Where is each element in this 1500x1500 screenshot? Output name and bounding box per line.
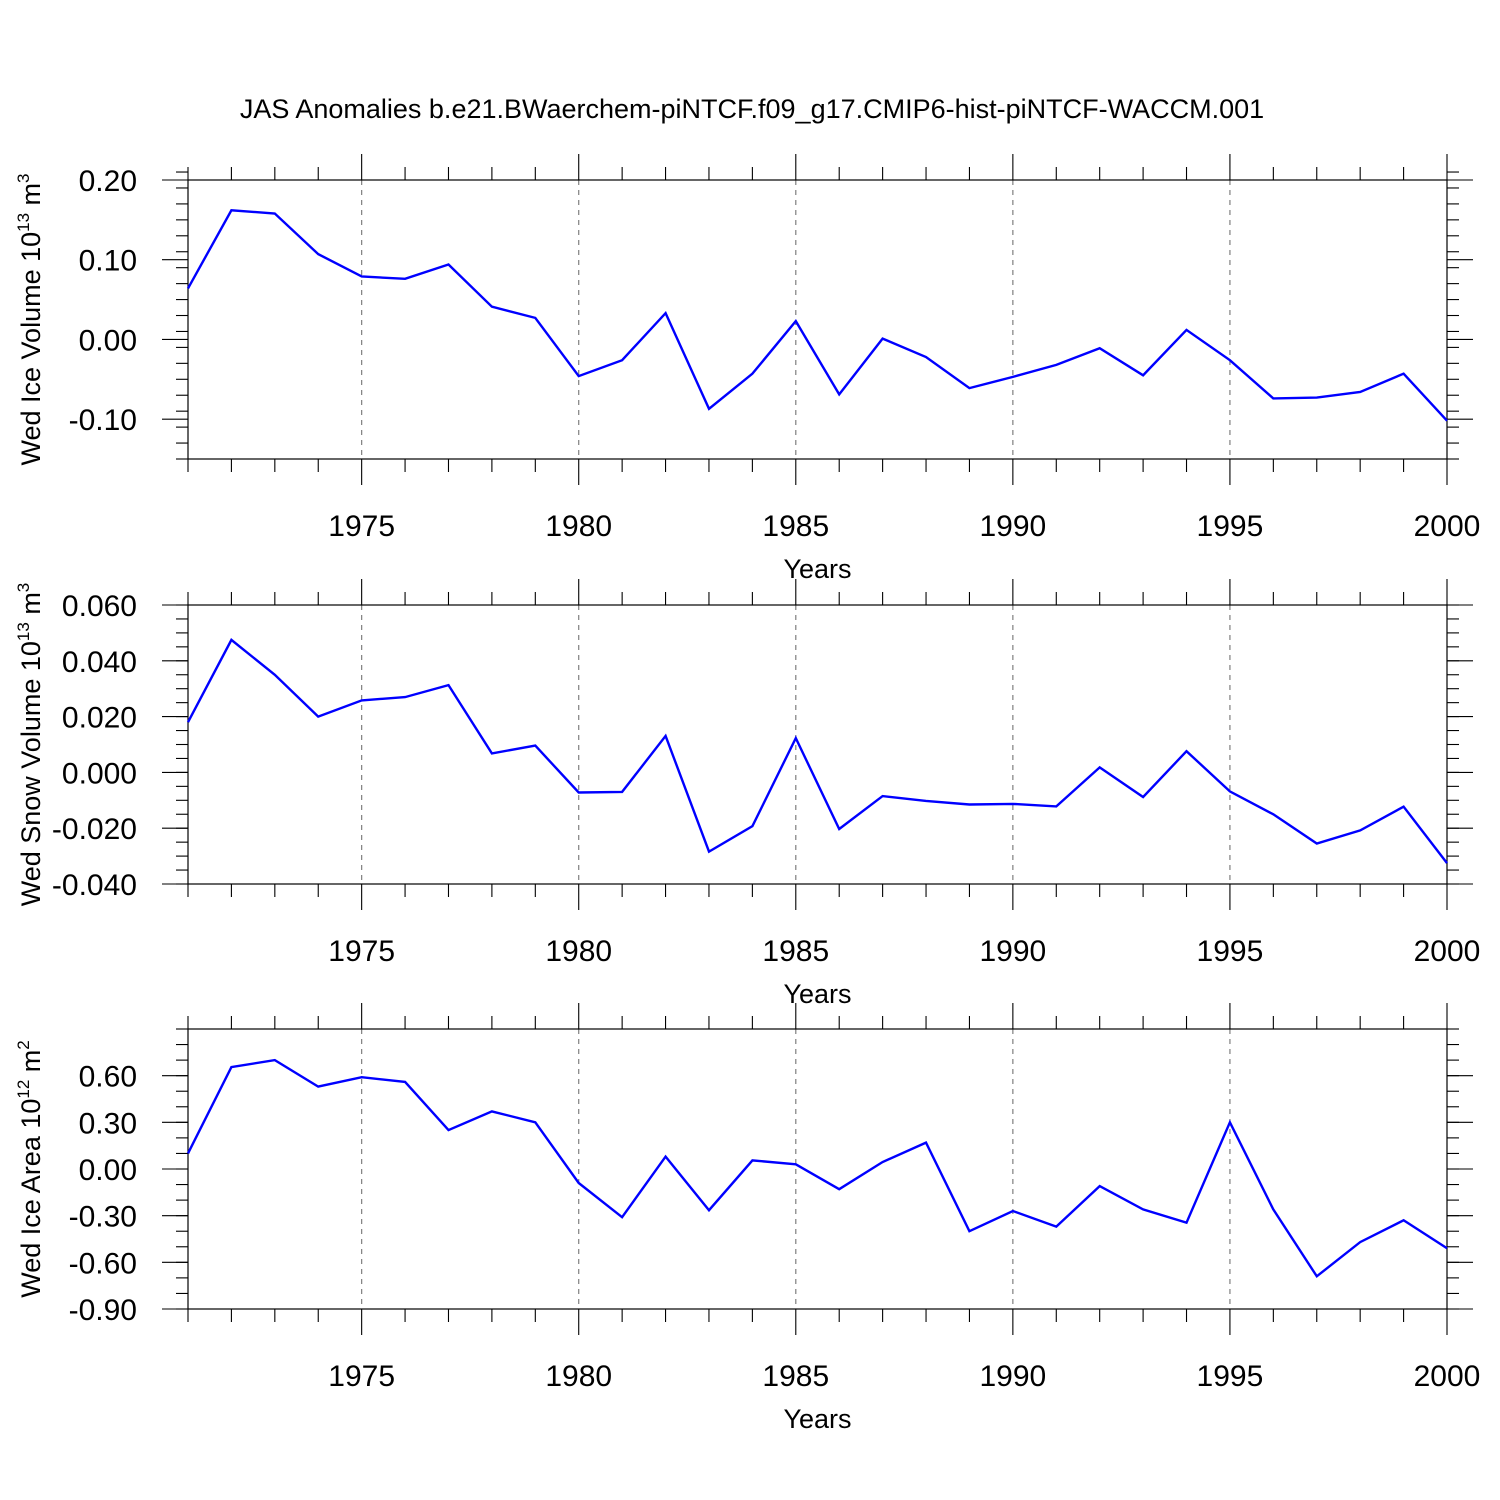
y-tick-label: 0.020 (62, 702, 137, 735)
y-tick-label: 0.20 (79, 165, 137, 198)
x-tick-label: 1980 (545, 1360, 612, 1393)
y-tick-label: -0.020 (52, 813, 137, 846)
y-tick-label: 0.00 (79, 324, 137, 357)
y-tick-label: -0.10 (69, 404, 137, 437)
series-line (186, 1058, 1448, 1279)
plot-frame (187, 1028, 1448, 1310)
x-tick-label: 1975 (328, 1360, 395, 1393)
series-line (186, 638, 1448, 864)
x-tick-label: 1975 (328, 510, 395, 543)
y-tick-label: 0.10 (79, 245, 137, 278)
x-tick-label: 2000 (1414, 1360, 1481, 1393)
y-tick-label: 0.60 (79, 1061, 137, 1094)
x-tick-label: 1995 (1197, 510, 1264, 543)
y-axis-label: Wed Snow Volume 1013 m3 (14, 583, 46, 907)
y-tick-label: 0.00 (79, 1154, 137, 1187)
x-tick-label: 1980 (545, 935, 612, 968)
x-tick-label: 1995 (1197, 1360, 1264, 1393)
plot-frame (187, 179, 1448, 460)
x-tick-label: 1990 (979, 935, 1046, 968)
chart-title: JAS Anomalies b.e21.BWaerchem-piNTCF.f09… (240, 94, 1264, 124)
x-tick-label: 2000 (1414, 935, 1481, 968)
plot-frame (187, 604, 1448, 885)
x-tick-label: 1985 (762, 1360, 829, 1393)
x-tick-label: 1990 (979, 1360, 1046, 1393)
y-axis-label: Wed Ice Area 1012 m2 (14, 1040, 46, 1298)
x-axis-label: Years (783, 1404, 851, 1434)
x-tick-label: 1985 (762, 935, 829, 968)
x-axis-label: Years (783, 979, 851, 1009)
x-tick-label: 1990 (979, 510, 1046, 543)
y-tick-label: -0.30 (69, 1201, 137, 1234)
y-tick-label: 0.30 (79, 1107, 137, 1140)
y-tick-label: 0.040 (62, 646, 137, 679)
y-tick-label: 0.060 (62, 590, 137, 623)
y-tick-label: -0.60 (69, 1247, 137, 1280)
y-tick-label: -0.90 (69, 1294, 137, 1327)
x-tick-label: 1995 (1197, 935, 1264, 968)
x-tick-label: 1975 (328, 935, 395, 968)
series-line (186, 209, 1448, 422)
y-tick-label: -0.040 (52, 869, 137, 902)
y-tick-label: 0.000 (62, 757, 137, 790)
x-axis-label: Years (783, 554, 851, 584)
x-tick-label: 1985 (762, 510, 829, 543)
y-axis-label: Wed Ice Volume 1013 m3 (14, 173, 46, 465)
x-tick-label: 2000 (1414, 510, 1481, 543)
x-tick-label: 1980 (545, 510, 612, 543)
